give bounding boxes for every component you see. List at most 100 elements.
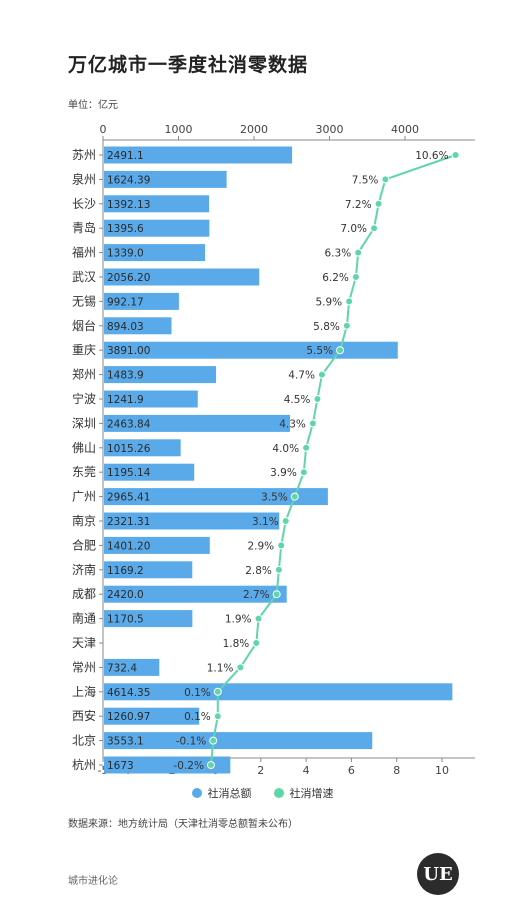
category-label: 北京 [72,734,96,748]
bottom-axis-tick-label: -5 [98,764,109,777]
category-label: 南京 [72,513,96,528]
unit-label: 单位：亿元 [68,100,118,111]
category-label: 西安 [72,708,96,723]
growth-value-label: 4.3% [279,418,306,430]
growth-value-label: 4.0% [272,443,299,455]
bar-value-label: 1195.14 [107,467,151,479]
growth-point [374,199,383,208]
growth-point [236,663,245,672]
growth-value-label: 4.7% [288,370,315,382]
bar [104,439,181,457]
bar [104,146,293,164]
chart: 01000200030004000-5-4-20246810苏州2491.1泉州… [72,123,475,777]
bar [104,707,200,725]
category-label: 烟台 [72,318,96,333]
data-source: 数据来源：地方统计局（天津社消零总额暂未公布） [68,819,298,830]
category-label: 上海 [72,684,96,699]
brand-name: 城市进化论 [68,876,118,887]
bottom-axis-tick-label: 4 [303,764,310,777]
bar [104,658,160,676]
growth-point [342,321,351,330]
bar-value-label: 1624.39 [107,174,150,186]
growth-point [252,639,261,647]
bar [104,561,193,579]
legend-item-growth[interactable]: 社消增速 [273,785,334,801]
bar [104,268,260,286]
growth-point [302,443,311,452]
growth-point [317,370,326,379]
legend-label-total: 社消总额 [207,787,252,800]
bar-value-label: 2321.31 [107,516,150,528]
growth-point [277,541,286,550]
brand-logo: UE [417,853,459,895]
bar-value-label: 2056.20 [107,272,150,284]
bar-value-label: 3891.00 [107,345,150,357]
legend-dot-growth [273,788,284,798]
bar [104,610,193,628]
category-label: 杭州 [72,757,96,772]
bar-value-label: 2420.0 [107,589,144,601]
growth-value-label: -0.1% [176,736,206,748]
bar [104,317,172,335]
bottom-axis-tick-label: 8 [393,764,400,777]
legend: 社消总额 社消增速 [0,785,525,801]
bar-value-label: 1401.20 [107,540,150,552]
bar-value-label: 1339.0 [107,248,144,260]
bar-value-label: 2463.84 [107,418,151,430]
category-label: 深圳 [72,416,96,430]
legend-item-total[interactable]: 社消总额 [191,785,252,801]
growth-value-label: 1.1% [207,662,234,674]
category-label: 泉州 [72,172,96,186]
chart-title: 万亿城市一季度社消零数据 [68,54,309,76]
growth-point [290,492,299,501]
growth-point [213,712,222,721]
growth-point [370,224,379,233]
bar-value-label: 2491.1 [107,150,144,162]
category-label: 郑州 [72,367,96,382]
growth-point [206,761,215,769]
growth-point [336,346,345,355]
bar [104,463,195,481]
growth-point [299,468,308,477]
bar-value-label: 732.4 [107,662,137,674]
bar [104,512,280,530]
category-label: 济南 [72,562,96,577]
growth-value-label: 7.0% [340,223,367,235]
bar [104,585,287,603]
bar [104,390,198,408]
growth-point [345,297,354,306]
growth-value-label: 4.5% [284,394,311,406]
growth-point [451,151,460,159]
bar-value-label: 1392.13 [107,199,150,211]
bar [104,536,210,554]
bar-value-label: 992.17 [107,296,144,308]
bottom-axis-tick-label: 6 [348,764,355,777]
growth-point [381,175,390,184]
growth-value-label: 6.3% [325,248,352,260]
growth-value-label: 7.2% [345,199,372,211]
growth-point [254,614,263,623]
bar-value-label: 1169.2 [107,565,144,577]
top-axis-tick-label: 3000 [316,123,344,136]
bar-value-label: 894.03 [107,321,144,333]
bar [104,414,291,432]
growth-value-label: 5.8% [313,321,340,333]
bar [104,195,210,213]
category-label: 福州 [72,245,96,260]
bar-value-label: 3553.1 [107,736,144,748]
growth-point [354,248,363,257]
growth-point [281,517,290,525]
growth-point [274,565,283,574]
bar [104,219,210,237]
legend-label-growth: 社消增速 [289,787,334,800]
top-axis-tick-label: 1000 [165,123,193,136]
category-label: 青岛 [72,220,96,235]
growth-point [313,395,322,403]
bar [104,756,231,774]
category-label: 广州 [72,490,96,504]
growth-value-label: 5.9% [315,296,342,308]
growth-value-label: 10.6% [415,150,448,162]
growth-value-label: 1.8% [223,638,250,650]
growth-value-label: 0.1% [184,711,211,723]
bottom-axis-tick-label: 10 [435,764,449,777]
